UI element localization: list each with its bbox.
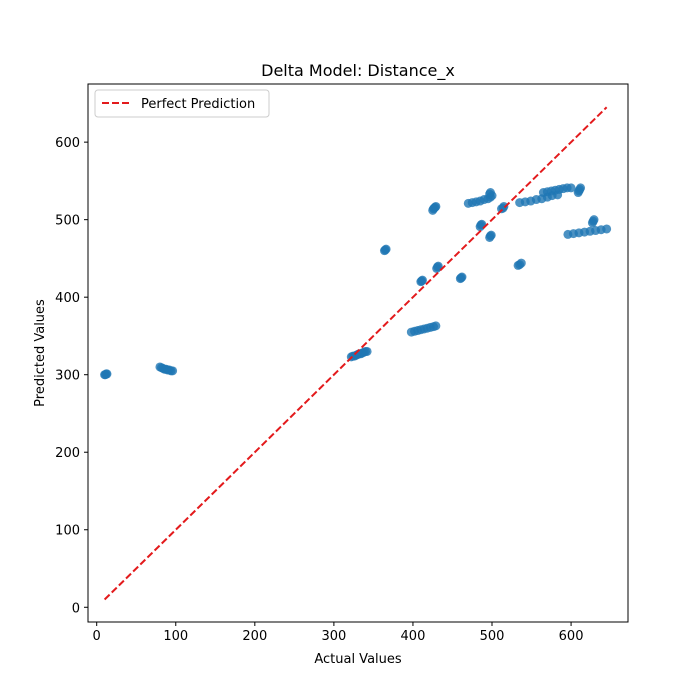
data-point: [362, 346, 372, 356]
data-point: [417, 275, 427, 285]
x-axis-ticks: 0 100 200 300 400 500 600: [93, 622, 584, 644]
y-tick-label: 400: [55, 291, 80, 306]
data-point: [431, 201, 441, 211]
x-tick-label: 500: [480, 629, 505, 644]
data-point: [566, 183, 576, 193]
x-tick-label: 200: [242, 629, 267, 644]
data-point: [516, 258, 526, 268]
data-point: [485, 188, 495, 198]
data-point: [168, 366, 178, 376]
y-axis-label: Predicted Values: [33, 299, 48, 407]
y-tick-label: 100: [55, 524, 80, 539]
x-axis-label: Actual Values: [314, 652, 402, 667]
data-point: [499, 201, 509, 211]
chart-title: Delta Model: Distance_x: [261, 61, 455, 81]
data-point: [602, 224, 612, 234]
x-tick-label: 600: [559, 629, 584, 644]
data-point: [102, 369, 112, 379]
legend-box: [94, 89, 270, 118]
legend: Perfect Prediction: [94, 89, 270, 118]
x-tick-label: 0: [93, 629, 101, 644]
data-point: [431, 321, 441, 331]
data-points: [100, 183, 612, 380]
plot-frame: [87, 83, 629, 623]
data-point: [457, 272, 467, 282]
x-tick-label: 400: [401, 629, 426, 644]
perfect-prediction-line: [103, 106, 608, 601]
y-tick-label: 300: [55, 369, 80, 384]
data-point: [486, 230, 496, 240]
data-point: [576, 183, 586, 193]
y-axis-ticks: 0 100 200 300 400 500 600: [55, 136, 88, 616]
data-point: [589, 215, 599, 225]
x-tick-label: 300: [321, 629, 346, 644]
y-tick-label: 200: [55, 446, 80, 461]
data-point: [433, 261, 443, 271]
y-tick-label: 0: [72, 601, 80, 616]
y-tick-label: 500: [55, 214, 80, 229]
x-tick-label: 100: [163, 629, 188, 644]
data-point: [381, 244, 391, 254]
legend-label-perfect-prediction: Perfect Prediction: [141, 97, 255, 112]
y-tick-label: 600: [55, 136, 80, 151]
perfect-prediction-line-layer: [103, 106, 608, 601]
